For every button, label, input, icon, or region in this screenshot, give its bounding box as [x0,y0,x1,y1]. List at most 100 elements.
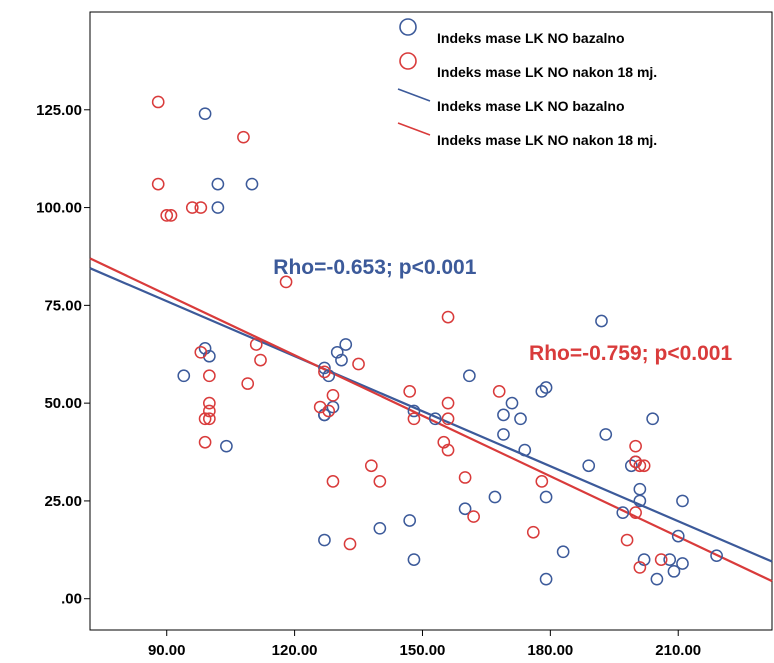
legend-line-bazalno [397,88,431,102]
point-bazalno [676,494,689,508]
point-bazalno [407,404,421,418]
point-nakon [160,209,174,222]
point-nakon [326,475,340,488]
point-bazalno [539,381,553,394]
point-bazalno [220,439,233,453]
legend-label-marker-bazalno: Indeks mase LK NO bazalno [437,30,625,46]
point-bazalno [535,385,549,398]
point-nakon [151,177,165,191]
point-nakon [535,475,549,488]
point-nakon [326,388,340,402]
point-nakon [441,443,455,457]
point-bazalno [518,443,532,457]
point-bazalno [339,338,353,351]
point-nakon [441,310,455,324]
point-bazalno [539,490,553,504]
point-bazalno [667,564,681,578]
legend-line-nakon [397,122,431,136]
point-nakon [492,385,506,398]
x-tick-label: 210.00 [655,642,701,659]
y-tick-label: 125.00 [36,102,82,119]
plot-area-frame [89,11,773,631]
point-nakon [185,201,199,214]
point-bazalno [458,502,472,516]
y-tick-label: 100.00 [36,200,82,217]
x-tick-label: 180.00 [527,642,573,659]
point-bazalno [198,342,212,355]
correlation-annotations: Rho=-0.653; p<0.001 Rho=-0.759; p<0.001 [273,256,732,365]
point-bazalno [646,412,660,426]
point-nakon [322,404,336,418]
point-nakon [526,525,540,539]
point-nakon [194,201,208,214]
point-nakon [241,377,255,390]
legend-marker-nakon [399,52,417,70]
point-nakon [194,345,208,359]
regression-lines [89,257,773,583]
x-tick-label: 90.00 [148,642,186,659]
y-tick-label: .00 [61,591,82,608]
point-nakon [364,459,378,473]
point-bazalno [322,369,336,383]
y-tick-label: 75.00 [44,297,82,314]
point-bazalno [582,459,596,473]
point-bazalno [335,353,348,367]
y-tick-label: 50.00 [44,395,82,412]
point-bazalno [245,177,259,191]
point-nakon [437,435,451,449]
point-nakon [237,130,250,144]
point-nakon [343,537,357,551]
point-nakon [633,459,647,473]
point-bazalno [428,412,442,426]
data-points [151,95,723,586]
point-bazalno [497,408,510,422]
point-bazalno [616,506,630,520]
point-nakon [203,369,216,383]
fit-line-nakon [89,257,773,583]
point-bazalno [650,572,664,586]
point-nakon [249,338,263,351]
point-nakon [441,396,455,410]
point-bazalno [624,459,638,473]
point-bazalno [663,553,677,566]
x-tick-label: 150.00 [400,642,446,659]
point-bazalno [710,549,723,563]
point-nakon [279,275,293,289]
point-bazalno [595,314,608,328]
point-nakon [441,412,455,426]
legend-label-marker-nakon: Indeks mase LK NO nakon 18 mj. [437,64,657,80]
point-nakon [318,365,331,379]
point-nakon [254,353,267,367]
point-nakon [403,385,417,398]
point-bazalno [505,396,519,410]
point-nakon [467,510,480,523]
point-bazalno [514,412,527,426]
point-bazalno [403,514,417,527]
point-nakon [352,357,365,371]
point-bazalno [330,345,344,359]
legend-marker-bazalno [399,18,417,36]
x-tick-label: 120.00 [272,642,318,659]
point-bazalno [463,369,476,383]
point-nakon [198,435,212,449]
point-bazalno [318,361,331,375]
point-nakon [203,404,216,418]
point-nakon [629,439,642,453]
point-nakon [164,209,178,222]
point-bazalno [556,545,570,559]
y-axis: .00 25.00 50.00 75.00 100.00 125.00 [36,102,90,608]
point-nakon [633,561,647,574]
point-bazalno [676,557,689,570]
point-nakon [458,471,472,484]
point-nakon [203,412,216,426]
point-bazalno [488,490,502,504]
point-nakon [637,459,651,473]
point-bazalno [318,533,331,547]
point-nakon [151,95,165,109]
legend: Indeks mase LK NO bazalno Indeks mase LK… [397,18,657,148]
point-bazalno [633,494,647,508]
x-axis: 90.00 120.00 150.00 180.00 210.00 [148,630,701,659]
point-bazalno [211,201,225,214]
y-tick-label: 25.00 [44,493,82,510]
annotation-rho-nakon: Rho=-0.759; p<0.001 [529,342,732,365]
